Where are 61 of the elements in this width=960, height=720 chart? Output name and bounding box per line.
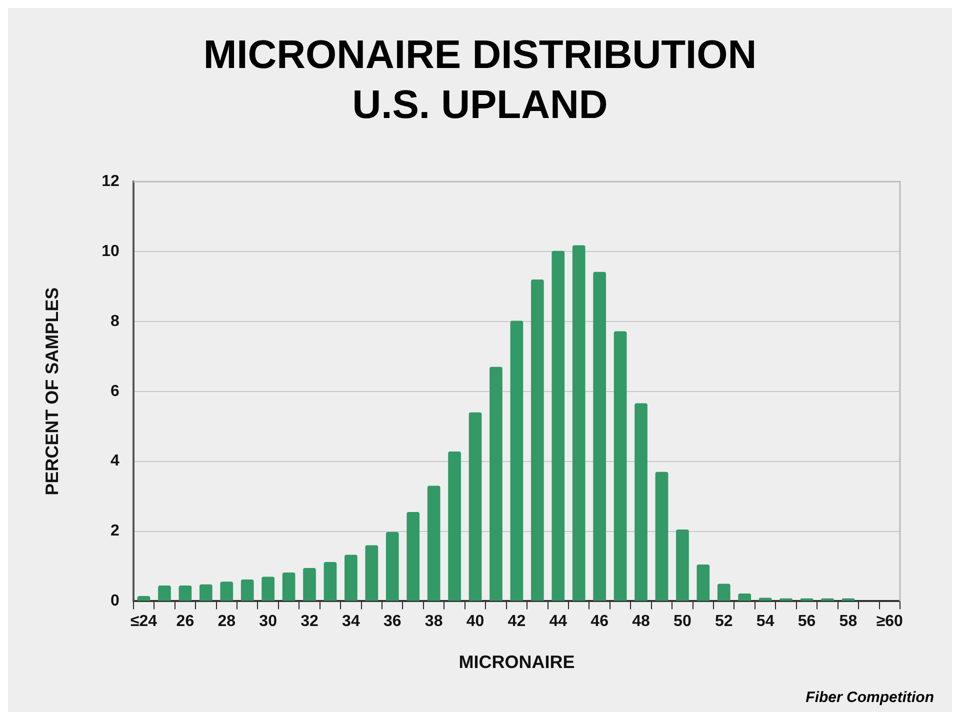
x-tick-label: 42 bbox=[508, 613, 526, 630]
chart-title: MICRONAIRE DISTRIBUTION U.S. UPLAND bbox=[202, 32, 758, 129]
bar bbox=[510, 320, 524, 601]
x-tick-label: 40 bbox=[466, 613, 484, 630]
x-tick-label: 28 bbox=[218, 613, 236, 630]
bar bbox=[696, 564, 710, 601]
bar bbox=[178, 585, 192, 601]
bar bbox=[676, 530, 689, 601]
x-tick-label: 38 bbox=[424, 613, 443, 630]
x-tick-label: 30 bbox=[259, 613, 278, 630]
bar bbox=[717, 584, 730, 601]
bar bbox=[137, 596, 150, 601]
y-tick-label: 10 bbox=[102, 242, 120, 260]
x-tick-label: 34 bbox=[342, 613, 360, 630]
x-tick-label: 26 bbox=[176, 613, 194, 630]
x-tick-label: 36 bbox=[383, 613, 402, 630]
bar bbox=[158, 585, 171, 601]
bar bbox=[240, 580, 254, 601]
bar bbox=[614, 331, 627, 601]
x-tick-label: 32 bbox=[300, 613, 319, 630]
bar bbox=[572, 245, 586, 601]
bar bbox=[593, 272, 606, 601]
bar bbox=[634, 403, 648, 601]
y-tick-label: 4 bbox=[110, 452, 120, 470]
bar bbox=[738, 594, 752, 601]
y-tick-label: 6 bbox=[110, 382, 120, 400]
bar bbox=[552, 250, 565, 601]
y-tick-label: 0 bbox=[110, 592, 120, 610]
bar bbox=[365, 545, 378, 601]
bar bbox=[324, 562, 337, 601]
bar bbox=[490, 366, 502, 601]
y-tick-label: 12 bbox=[102, 173, 120, 190]
y-tick-label: 8 bbox=[110, 312, 120, 330]
x-tick-label: 50 bbox=[674, 613, 692, 630]
y-tick-label: 2 bbox=[110, 522, 120, 540]
text: Fiber Competition bbox=[806, 689, 934, 706]
x-axis-title: MICRONAIRE bbox=[458, 652, 575, 672]
bar bbox=[655, 472, 668, 601]
bar bbox=[262, 576, 274, 601]
bar bbox=[282, 572, 296, 601]
bar bbox=[220, 582, 234, 601]
x-tick-label: 52 bbox=[714, 613, 733, 630]
bar bbox=[303, 568, 316, 601]
bar bbox=[427, 486, 440, 601]
bar bbox=[344, 554, 358, 601]
bar bbox=[530, 280, 544, 601]
y-axis-title: PERCENT OF SAMPLES bbox=[42, 287, 62, 496]
x-tick-label: ≤24 bbox=[130, 613, 158, 630]
x-tick-label: 44 bbox=[549, 613, 568, 630]
x-tick-label: 48 bbox=[632, 613, 650, 630]
x-tick-label: 54 bbox=[756, 613, 774, 630]
x-tick-label: ≥60 bbox=[876, 613, 904, 630]
bar bbox=[758, 598, 772, 601]
x-tick-label: 58 bbox=[839, 613, 858, 630]
bar bbox=[468, 412, 482, 601]
bar bbox=[448, 452, 461, 601]
bar bbox=[386, 532, 399, 601]
x-tick-label: 56 bbox=[798, 613, 816, 630]
bar bbox=[199, 584, 212, 601]
bar bbox=[406, 512, 420, 601]
x-tick-label: 46 bbox=[590, 613, 609, 630]
